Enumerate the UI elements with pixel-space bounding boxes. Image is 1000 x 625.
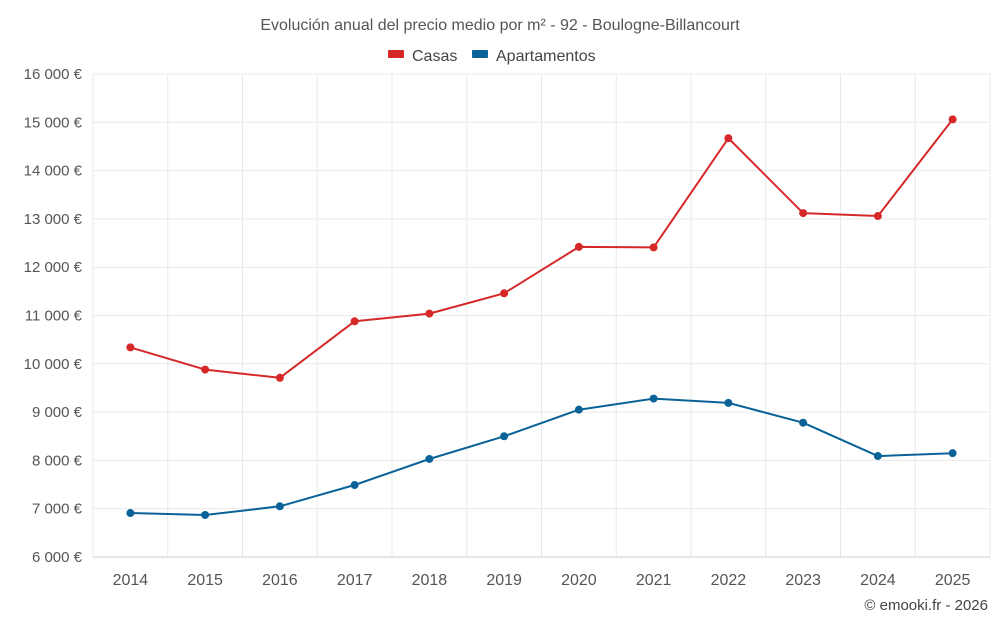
series-line-casas <box>130 118 954 379</box>
data-point-apartamentos-2018[interactable] <box>425 454 434 463</box>
data-point-apartamentos-2023[interactable] <box>799 418 808 427</box>
data-point-casas-2014[interactable] <box>126 343 135 352</box>
data-point-casas-2018[interactable] <box>425 309 434 318</box>
x-tick-label: 2023 <box>785 572 821 589</box>
x-axis-ticks: 2014 2015 2016 2017 2018 2019 2020 2021 2022 2023… <box>113 572 971 589</box>
x-tick-label: 2022 <box>711 572 747 589</box>
legend-item-apartamentos[interactable]: Apartamentos <box>472 48 596 65</box>
y-tick-label: 8 000 € <box>32 452 83 469</box>
gridlines <box>92 73 991 558</box>
data-point-casas-2020[interactable] <box>574 242 583 251</box>
data-point-casas-2016[interactable] <box>275 373 284 382</box>
data-point-apartamentos-2016[interactable] <box>275 502 284 511</box>
x-tick-label: 2025 <box>935 572 971 589</box>
y-tick-label: 11 000 € <box>25 308 83 325</box>
x-tick-label: 2015 <box>187 572 223 589</box>
series-layer <box>126 115 957 519</box>
x-tick-label: 2021 <box>636 572 672 589</box>
y-axis-ticks: 6 000 € 7 000 € 8 000 € 9 000 € 10 000 € 11 0… <box>24 66 83 566</box>
data-point-casas-2019[interactable] <box>500 289 509 298</box>
data-point-apartamentos-2015[interactable] <box>201 510 210 519</box>
data-point-casas-2022[interactable] <box>724 134 733 143</box>
x-tick-label: 2017 <box>337 572 373 589</box>
credit-text: © emooki.fr - 2026 <box>864 597 988 614</box>
y-tick-label: 15 000 € <box>24 114 83 131</box>
series-casas <box>126 115 957 382</box>
data-point-casas-2015[interactable] <box>201 365 210 374</box>
data-point-apartamentos-2017[interactable] <box>350 481 359 490</box>
data-point-apartamentos-2024[interactable] <box>873 452 882 461</box>
x-tick-label: 2019 <box>486 572 522 589</box>
y-tick-label: 7 000 € <box>32 501 83 518</box>
legend-label-apartamentos: Apartamentos <box>496 48 596 65</box>
data-point-casas-2017[interactable] <box>350 317 359 326</box>
y-tick-label: 9 000 € <box>32 404 83 421</box>
legend-label-casas: Casas <box>412 48 457 65</box>
y-tick-label: 10 000 € <box>24 356 83 373</box>
data-point-apartamentos-2025[interactable] <box>948 449 957 458</box>
legend-swatch-casas <box>388 50 404 58</box>
x-tick-label: 2024 <box>860 572 896 589</box>
y-tick-label: 14 000 € <box>24 163 83 180</box>
data-point-apartamentos-2014[interactable] <box>126 509 135 518</box>
x-tick-label: 2018 <box>412 572 448 589</box>
y-tick-label: 6 000 € <box>32 549 83 566</box>
legend-item-casas[interactable]: Casas <box>388 48 457 65</box>
data-point-casas-2021[interactable] <box>649 243 658 252</box>
data-point-casas-2025[interactable] <box>948 115 957 124</box>
y-tick-label: 13 000 € <box>24 211 83 228</box>
data-point-apartamentos-2022[interactable] <box>724 398 733 407</box>
legend: Casas Apartamentos <box>388 48 596 65</box>
data-point-apartamentos-2021[interactable] <box>649 394 658 403</box>
x-tick-label: 2020 <box>561 572 597 589</box>
data-point-apartamentos-2019[interactable] <box>500 432 509 441</box>
data-point-apartamentos-2020[interactable] <box>574 405 583 414</box>
y-tick-label: 16 000 € <box>24 66 83 83</box>
series-apartamentos <box>126 394 957 519</box>
x-tick-label: 2016 <box>262 572 298 589</box>
series-line-apartamentos <box>130 397 953 516</box>
x-tick-label: 2014 <box>113 572 149 589</box>
legend-swatch-apartamentos <box>472 50 488 58</box>
data-point-casas-2023[interactable] <box>799 209 808 218</box>
data-point-casas-2024[interactable] <box>873 212 882 221</box>
y-tick-label: 12 000 € <box>24 259 83 276</box>
chart-title: Evolución anual del precio medio por m² … <box>260 17 740 34</box>
